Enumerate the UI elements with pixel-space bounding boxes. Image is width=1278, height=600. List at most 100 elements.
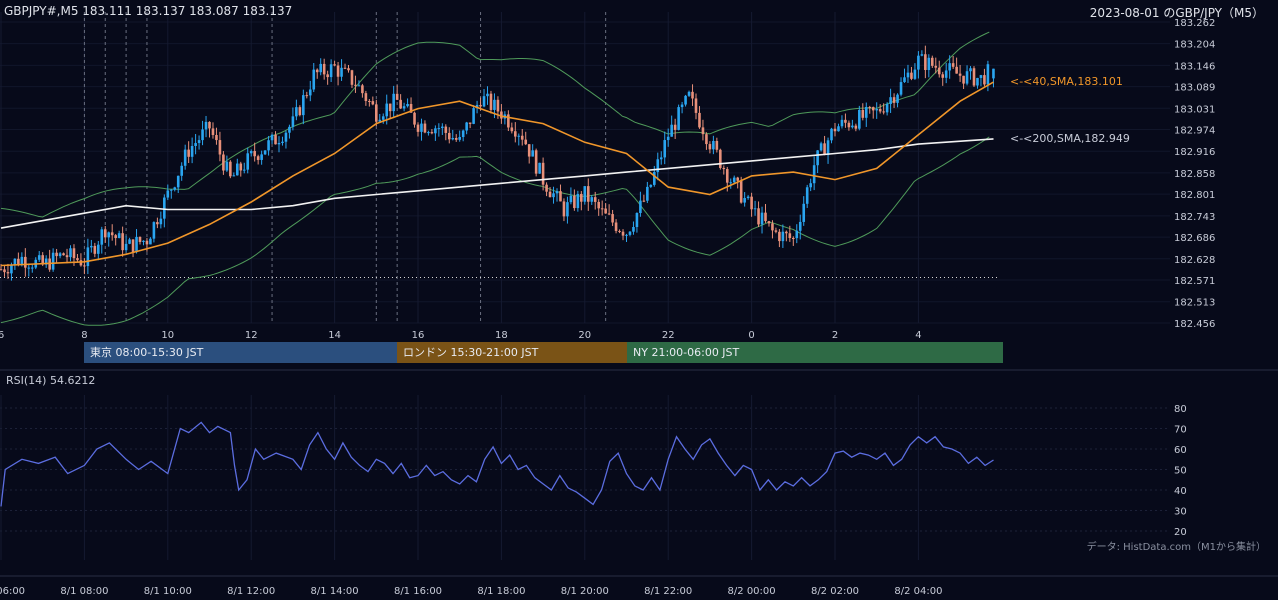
candle-body bbox=[24, 256, 27, 268]
candle-body bbox=[420, 123, 423, 132]
candle-body bbox=[156, 222, 159, 225]
candle-body bbox=[121, 233, 124, 251]
rsi-tick-label: 20 bbox=[1174, 527, 1187, 538]
candle-body bbox=[6, 272, 10, 274]
candle-body bbox=[392, 93, 395, 112]
candle-body bbox=[597, 201, 600, 209]
candle-body bbox=[44, 258, 48, 265]
candle-body bbox=[694, 98, 698, 113]
candle-body bbox=[409, 103, 413, 113]
time-tick-label: 2 bbox=[832, 330, 838, 341]
candle-body bbox=[910, 72, 913, 79]
candle-body bbox=[732, 177, 736, 183]
candle-body bbox=[719, 149, 722, 168]
candle-body bbox=[871, 107, 875, 111]
candle-body bbox=[236, 163, 239, 176]
candle-body bbox=[725, 169, 729, 183]
candle-body bbox=[430, 132, 434, 134]
candle-body bbox=[107, 232, 111, 238]
candle-body bbox=[138, 236, 142, 242]
rsi-label: RSI(14) 54.6212 bbox=[6, 374, 95, 387]
candle-body bbox=[639, 200, 642, 214]
candle-body bbox=[183, 149, 187, 166]
candle-body bbox=[375, 104, 378, 122]
candle-body bbox=[329, 64, 333, 78]
time-tick-label: 10 bbox=[161, 330, 174, 341]
data-credit: データ: HistData.com（M1から集計） bbox=[1087, 540, 1266, 553]
candle-body bbox=[562, 201, 566, 217]
price-axis: 183.262 183.204 183.146 183.089 183.031 182.9… bbox=[1174, 18, 1215, 330]
candle-body bbox=[281, 141, 284, 143]
time-tick-label: 0 bbox=[748, 330, 754, 341]
candlesticks bbox=[0, 45, 995, 281]
candle-body bbox=[458, 137, 461, 140]
candle-body bbox=[423, 123, 427, 133]
candle-body bbox=[590, 197, 594, 202]
candle-body bbox=[611, 214, 614, 223]
candle-body bbox=[753, 208, 757, 210]
chart-title: 2023-08-01 のGBP/JPY（M5） bbox=[1089, 6, 1264, 20]
candle-body bbox=[166, 190, 170, 198]
candle-body bbox=[427, 132, 430, 134]
candle-body bbox=[840, 119, 844, 127]
bottom-time-label: 8/1 22:00 bbox=[644, 586, 692, 597]
candle-body bbox=[204, 121, 208, 130]
candle-body bbox=[729, 182, 733, 184]
candle-body bbox=[83, 265, 86, 267]
candle-body bbox=[805, 187, 809, 204]
candle-body bbox=[677, 107, 680, 130]
price-tick-label: 182.571 bbox=[1174, 276, 1215, 287]
candle-body bbox=[604, 208, 607, 214]
candle-body bbox=[632, 226, 635, 232]
candle-body bbox=[854, 125, 858, 129]
candle-body bbox=[691, 91, 694, 99]
candle-body bbox=[211, 128, 215, 136]
candle-body bbox=[58, 253, 62, 257]
candle-body bbox=[698, 112, 701, 128]
candle-body bbox=[135, 236, 138, 253]
candle-body bbox=[670, 124, 673, 137]
candle-body bbox=[736, 177, 739, 181]
candle-body bbox=[500, 111, 503, 119]
candle-body bbox=[593, 197, 597, 202]
session-tokyo: 東京 08:00-15:30 JST bbox=[84, 342, 397, 363]
price-tick-label: 182.628 bbox=[1174, 255, 1215, 266]
candle-body bbox=[555, 191, 559, 194]
candle-body bbox=[764, 212, 767, 222]
sma200-line bbox=[0, 138, 994, 229]
price-tick-label: 182.456 bbox=[1174, 319, 1215, 330]
candle-body bbox=[27, 267, 31, 269]
candle-body bbox=[312, 69, 316, 90]
candle-body bbox=[858, 109, 861, 129]
candle-body bbox=[812, 165, 816, 184]
session-london: ロンドン 15:30-21:00 JST bbox=[397, 342, 627, 363]
candle-body bbox=[361, 85, 364, 94]
candle-body bbox=[180, 165, 183, 176]
price-tick-label: 182.513 bbox=[1174, 298, 1215, 309]
candle-body bbox=[635, 213, 639, 227]
candle-body bbox=[30, 267, 34, 269]
candle-body bbox=[951, 63, 955, 67]
candle-body bbox=[941, 74, 945, 78]
candle-body bbox=[972, 68, 976, 86]
candle-body bbox=[173, 187, 177, 190]
candle-body bbox=[347, 68, 350, 71]
price-tick-label: 183.089 bbox=[1174, 83, 1215, 94]
candle-body bbox=[524, 139, 528, 145]
candle-body bbox=[496, 99, 500, 112]
candle-body bbox=[201, 129, 204, 141]
candle-body bbox=[809, 183, 812, 188]
candle-body bbox=[222, 154, 225, 171]
candle-body bbox=[833, 128, 837, 132]
candle-body bbox=[489, 93, 493, 110]
price-tick-label: 182.916 bbox=[1174, 147, 1215, 158]
bottom-time-label: 8/2 02:00 bbox=[811, 586, 859, 597]
candle-body bbox=[653, 172, 656, 185]
candle-body bbox=[437, 128, 441, 130]
candle-body bbox=[256, 156, 260, 160]
candle-body bbox=[969, 68, 972, 72]
candle-body bbox=[395, 93, 399, 100]
candle-body bbox=[885, 103, 889, 113]
candle-body bbox=[614, 222, 618, 231]
